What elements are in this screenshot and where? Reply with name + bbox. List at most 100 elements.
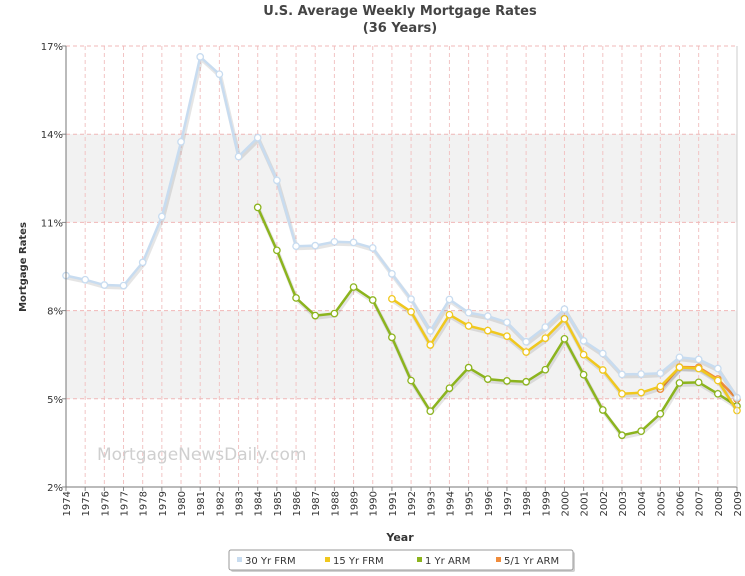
- watermark-text: MortgageNewsDaily.com: [97, 445, 306, 465]
- x-tick-label: 2003: [618, 491, 629, 516]
- y-tick-label: 17%: [41, 42, 63, 53]
- legend-marker: [237, 557, 242, 562]
- grid-band: [66, 134, 737, 223]
- data-point: [407, 307, 415, 316]
- data-point: [445, 310, 454, 319]
- data-point: [713, 376, 722, 385]
- x-tick-label: 1985: [273, 491, 284, 516]
- data-point: [177, 137, 185, 146]
- data-point: [618, 370, 626, 379]
- data-point: [215, 70, 224, 79]
- data-point: [330, 237, 339, 246]
- chart-subtitle: (36 Years): [363, 21, 437, 36]
- data-point: [618, 431, 626, 440]
- data-point: [349, 283, 358, 291]
- data-point: [311, 311, 320, 320]
- data-point: [675, 353, 684, 362]
- x-tick-label: 1979: [158, 491, 169, 516]
- data-point: [560, 305, 569, 313]
- data-point: [464, 308, 473, 317]
- data-point: [522, 337, 530, 346]
- chart-title: U.S. Average Weekly Mortgage Rates: [263, 4, 537, 19]
- x-tick-label: 2001: [580, 491, 591, 516]
- data-point: [349, 238, 358, 247]
- data-point: [713, 364, 722, 373]
- legend-label: 5/1 Yr ARM: [504, 556, 559, 567]
- x-tick-label: 2007: [695, 491, 706, 516]
- data-point: [368, 244, 377, 252]
- data-point: [445, 295, 454, 304]
- data-point: [598, 406, 607, 414]
- data-point: [579, 350, 588, 359]
- data-point: [388, 269, 396, 278]
- y-axis-title: Mortgage Rates: [18, 222, 29, 312]
- x-tick-label: 1986: [292, 491, 303, 516]
- data-point: [522, 377, 530, 386]
- data-point: [637, 388, 645, 397]
- data-point: [196, 53, 205, 61]
- data-point: [694, 364, 703, 373]
- data-point: [656, 369, 665, 378]
- x-tick-label: 1996: [484, 491, 495, 516]
- x-tick-label: 2000: [560, 491, 571, 516]
- legend: 30 Yr FRM 15 Yr FRM 1 Yr ARM 5/1 Yr ARM: [228, 549, 575, 572]
- data-point: [503, 377, 511, 385]
- data-point: [598, 366, 607, 374]
- y-tick-label: 5%: [47, 395, 63, 406]
- x-tick-label: 1995: [465, 491, 476, 516]
- data-point: [100, 281, 109, 289]
- data-point: [656, 382, 665, 391]
- data-point: [388, 294, 396, 303]
- x-tick-label: 1984: [254, 491, 265, 516]
- data-point: [656, 409, 665, 418]
- data-point: [694, 378, 703, 387]
- x-tick-label: 2006: [675, 491, 686, 516]
- series-line: [256, 206, 738, 437]
- data-point: [637, 427, 645, 435]
- x-tick-label: 1991: [388, 491, 399, 516]
- data-point: [426, 407, 435, 415]
- data-point: [713, 389, 722, 398]
- data-point: [253, 203, 262, 212]
- plot-area: 2% 5% 8% 11% 14% 17% MortgageNewsDaily.com 1974…: [41, 42, 744, 516]
- data-point: [541, 365, 550, 374]
- data-point: [81, 275, 90, 284]
- data-point: [273, 246, 281, 255]
- x-tick-label: 1975: [81, 491, 92, 516]
- legend-box: [228, 549, 574, 571]
- data-point: [292, 242, 300, 251]
- data-point: [407, 376, 415, 385]
- data-point: [464, 363, 473, 372]
- x-tick-label: 1976: [100, 491, 111, 516]
- data-point: [426, 327, 435, 335]
- data-point: [426, 341, 435, 349]
- data-point: [158, 212, 166, 221]
- data-point: [618, 389, 626, 398]
- data-point: [522, 348, 530, 356]
- x-tick-label: 1990: [369, 491, 380, 516]
- data-point: [541, 334, 550, 343]
- y-tick-label: 14%: [41, 130, 63, 141]
- data-point: [234, 152, 243, 161]
- x-tick-label: 2004: [637, 491, 648, 516]
- plot-background: [66, 46, 737, 487]
- data-point: [253, 133, 262, 142]
- legend-marker: [496, 557, 501, 562]
- x-tick-label: 1994: [445, 491, 456, 516]
- x-tick-label: 2008: [714, 491, 725, 516]
- x-tick-label: 2002: [599, 491, 610, 516]
- x-tick-label: 1998: [522, 491, 533, 516]
- x-tick-label: 1974: [62, 491, 73, 516]
- grid-band: [66, 310, 737, 399]
- x-tick-label: 1993: [426, 491, 437, 516]
- data-point: [388, 333, 396, 342]
- x-tick-label: 1981: [196, 491, 207, 516]
- data-point: [483, 375, 492, 383]
- data-point: [273, 176, 281, 185]
- data-point: [483, 312, 492, 321]
- data-point: [579, 370, 588, 379]
- x-axis-title: Year: [385, 531, 414, 544]
- x-tick-label: 1987: [311, 491, 322, 516]
